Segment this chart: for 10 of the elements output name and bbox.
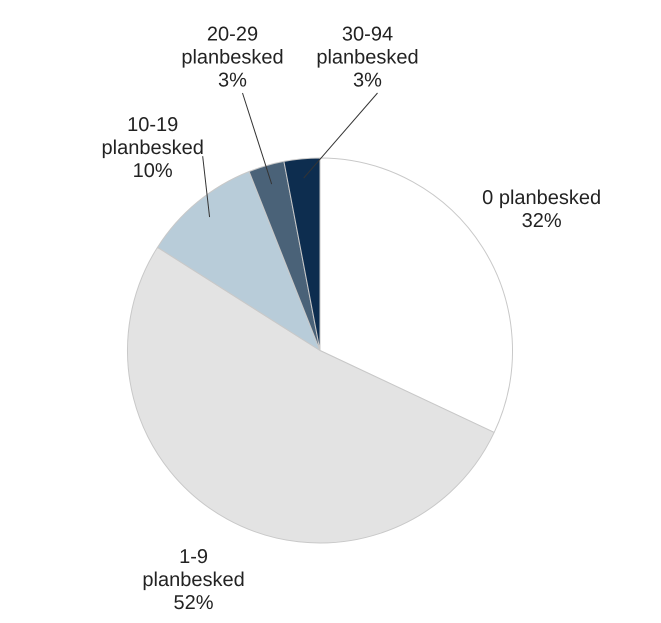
slice-label: 1-9 planbesked <box>142 546 245 592</box>
data-label: 32% <box>522 210 562 232</box>
slice-label: 0 planbesked <box>482 186 602 209</box>
data-label: 10% <box>132 160 173 182</box>
data-label: 3% <box>353 70 382 92</box>
slice-label: 30-94 planbesked <box>316 24 419 69</box>
data-label: 3% <box>218 70 248 92</box>
slice-label: 20-29 planbesked <box>181 24 284 69</box>
data-label: 52% <box>174 592 214 614</box>
slice-label: 10-19 planbesked <box>102 114 204 159</box>
